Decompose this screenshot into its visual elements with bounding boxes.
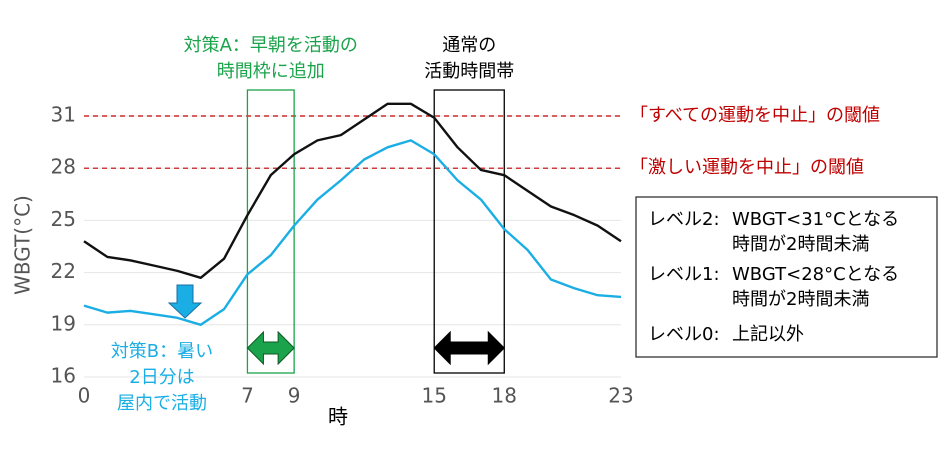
- x-tick-label: 18: [492, 384, 517, 408]
- note-arrow: [167, 284, 203, 319]
- level-text: 時間が2時間未満: [732, 234, 869, 255]
- series-line: [83, 102, 622, 280]
- band-label: 通常の: [442, 35, 496, 56]
- y-tick-label: 19: [51, 311, 76, 335]
- level-text: 上記以外: [732, 324, 804, 345]
- y-tick-label: 31: [51, 103, 76, 127]
- note-label: 2日分は: [129, 367, 194, 388]
- level-text: WBGT<28°Cとなる: [732, 264, 899, 285]
- threshold-label: 「激しい運動を中止」の閾値: [630, 157, 864, 178]
- y-axis-label: WBGT(°C): [11, 195, 35, 295]
- level-name: レベル1:: [648, 264, 720, 285]
- band-label: 時間枠に追加: [217, 61, 325, 82]
- level-name: レベル0:: [648, 324, 720, 345]
- band-label: 対策A：早朝を活動の: [184, 35, 358, 56]
- y-tick-label: 16: [51, 364, 76, 388]
- level-name: レベル2:: [648, 209, 720, 230]
- note-label: 対策B：暑い: [111, 341, 213, 362]
- x-tick-label: 7: [241, 384, 254, 408]
- band-box: [433, 89, 505, 374]
- level-text: WBGT<31°Cとなる: [732, 209, 899, 230]
- note-label: 屋内で活動: [117, 393, 207, 414]
- series-line: [83, 139, 622, 326]
- band-arrow: [433, 330, 505, 366]
- threshold-label: 「すべての運動を中止」の閾値: [630, 105, 880, 126]
- x-tick-label: 23: [608, 384, 633, 408]
- level-box: [635, 196, 938, 358]
- y-tick-label: 25: [51, 207, 76, 231]
- x-tick-label: 9: [288, 384, 301, 408]
- x-tick-label: 0: [78, 384, 91, 408]
- y-tick-label: 22: [51, 259, 76, 283]
- band-box: [246, 89, 295, 374]
- band-arrow: [246, 330, 295, 366]
- x-tick-label: 15: [421, 384, 446, 408]
- x-axis-label: 時: [328, 405, 348, 429]
- band-label: 活動時間帯: [424, 61, 514, 82]
- y-tick-label: 28: [51, 155, 76, 179]
- level-text: 時間が2時間未満: [732, 289, 869, 310]
